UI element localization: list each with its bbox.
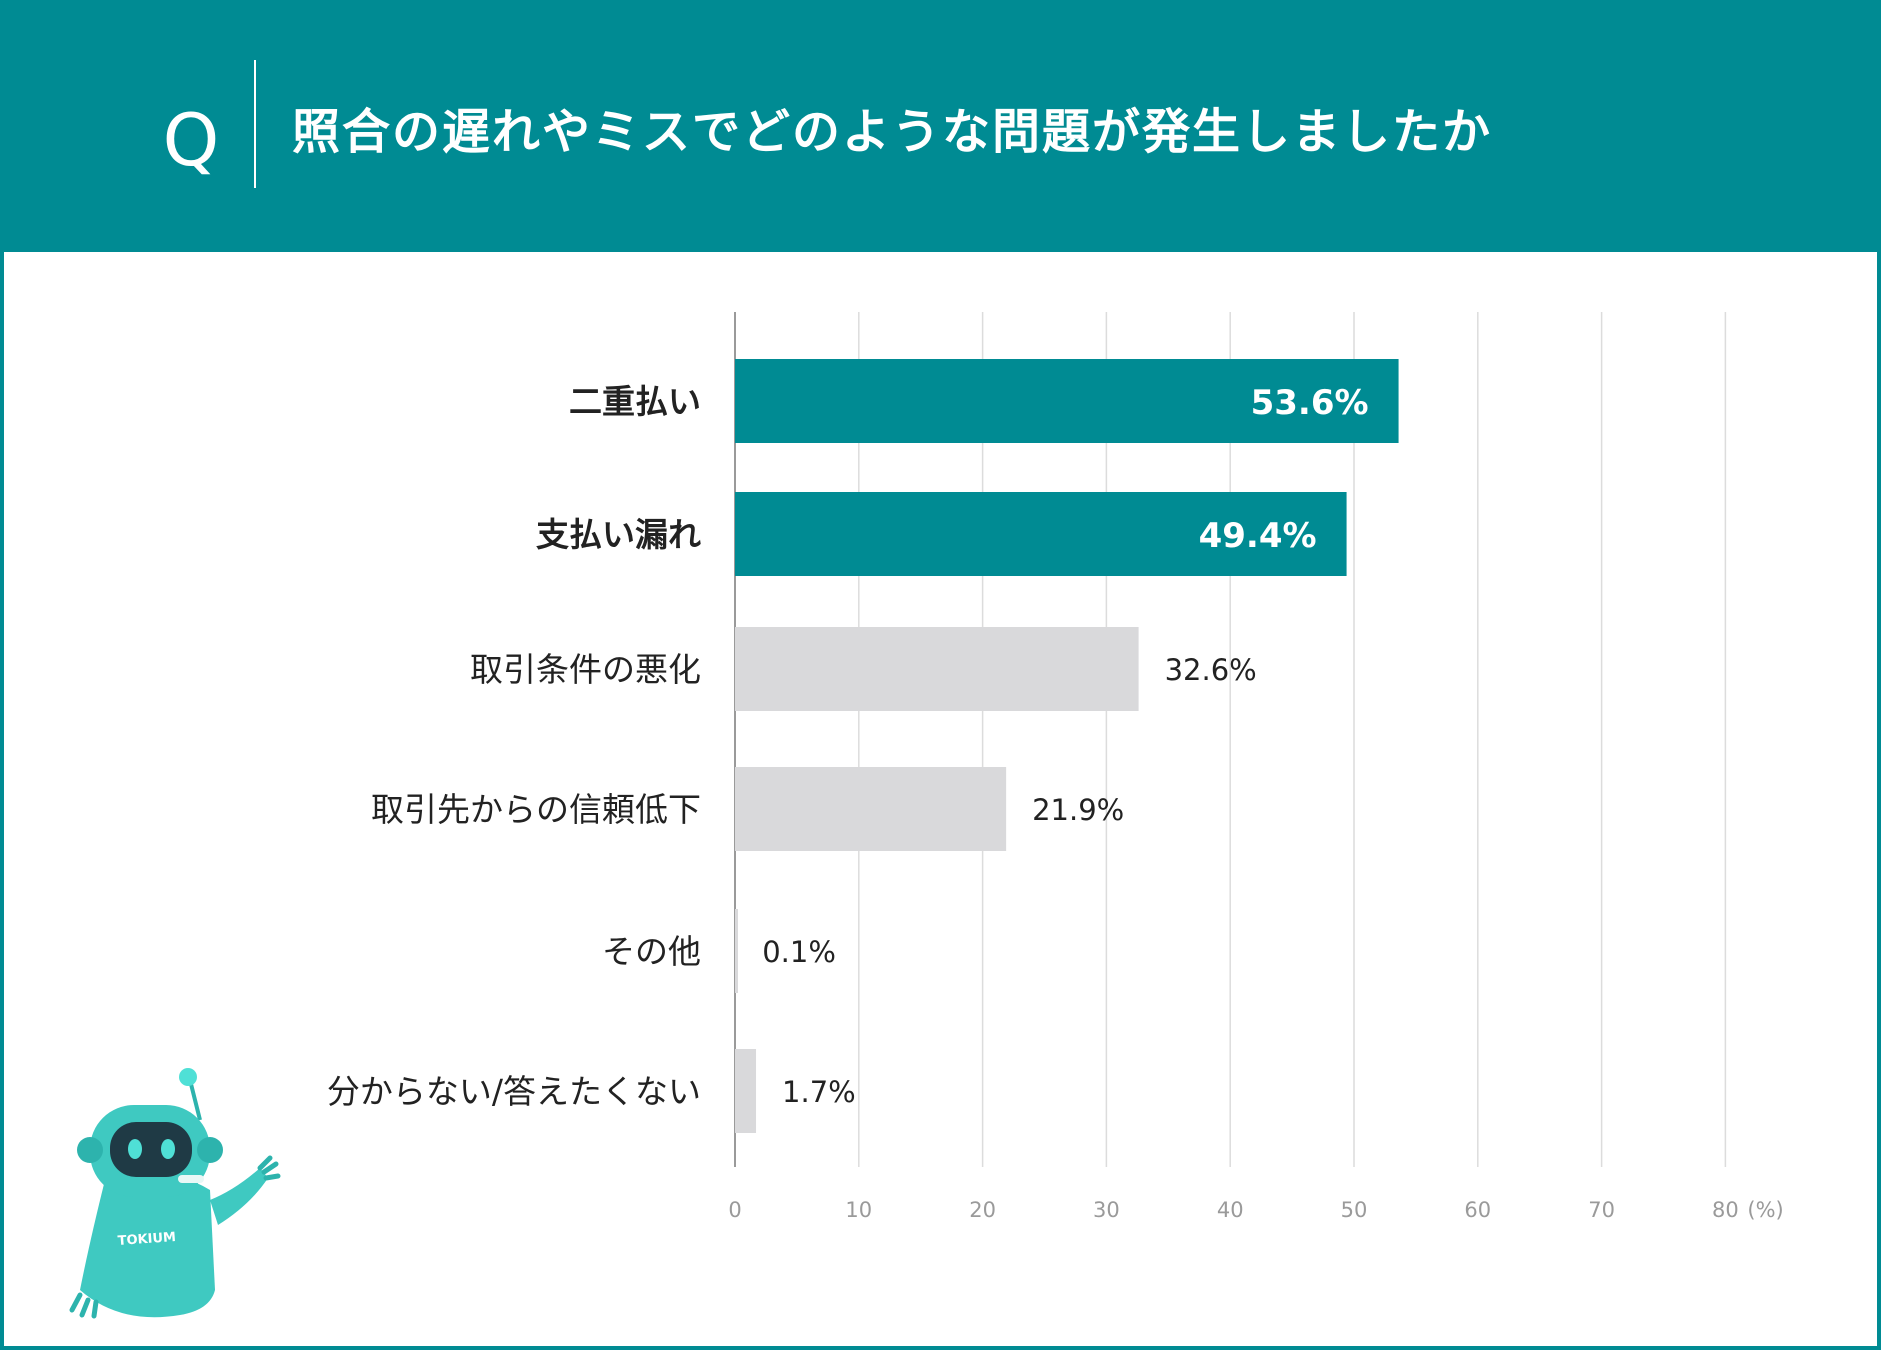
value-label: 49.4% [1199,516,1317,556]
category-label: 二重払い [569,382,701,421]
header-divider [254,60,256,188]
bar [735,909,738,993]
bar [735,1049,757,1133]
page-title: 照合の遅れやミスでどのような問題が発生しましたか [292,104,1493,160]
x-tick-label: 30 [1093,1198,1120,1222]
x-tick-label: 20 [969,1198,996,1222]
robot-mascot: TOKIUM [60,1060,290,1324]
mascot-badge: TOKIUM [117,1230,176,1249]
bar-chart: 0 10 20 30 40 50 60 70 80 (%) 二重払い 53.6% 支払い漏れ 49.4% 取… [327,312,1784,1222]
chart-panel: 0 10 20 30 40 50 60 70 80 (%) 二重払い 53.6% 支払い漏れ 49.4% 取… [4,252,1877,1346]
bar [735,359,1399,443]
x-tick-label: 80 [1712,1198,1739,1222]
value-label: 53.6% [1251,383,1369,423]
bar [735,627,1139,711]
bar [735,492,1347,576]
value-label: 21.9% [1032,793,1124,827]
bar [735,767,1007,851]
x-tick-label: 40 [1217,1198,1244,1222]
x-tick-label: 50 [1341,1198,1368,1222]
robot-icon: TOKIUM [69,1068,281,1319]
value-label: 32.6% [1165,653,1257,687]
category-label: その他 [602,932,701,971]
category-label: 分からない/答えたくない [327,1072,701,1111]
category-label: 取引先からの信頼低下 [371,790,701,829]
header-banner: Q 照合の遅れやミスでどのような問題が発生しましたか [0,0,1881,252]
x-tick-label: 70 [1588,1198,1615,1222]
x-tick-label: 0 [728,1198,741,1222]
category-label: 取引条件の悪化 [470,650,701,689]
antenna-tip-icon [179,1068,197,1086]
category-label: 支払い漏れ [536,515,701,554]
x-tick-label: 10 [845,1198,872,1222]
x-unit-label: (%) [1747,1198,1783,1222]
value-label: 0.1% [762,935,836,969]
q-mark: Q [162,98,220,182]
value-label: 1.7% [782,1075,856,1109]
x-tick-label: 60 [1464,1198,1491,1222]
